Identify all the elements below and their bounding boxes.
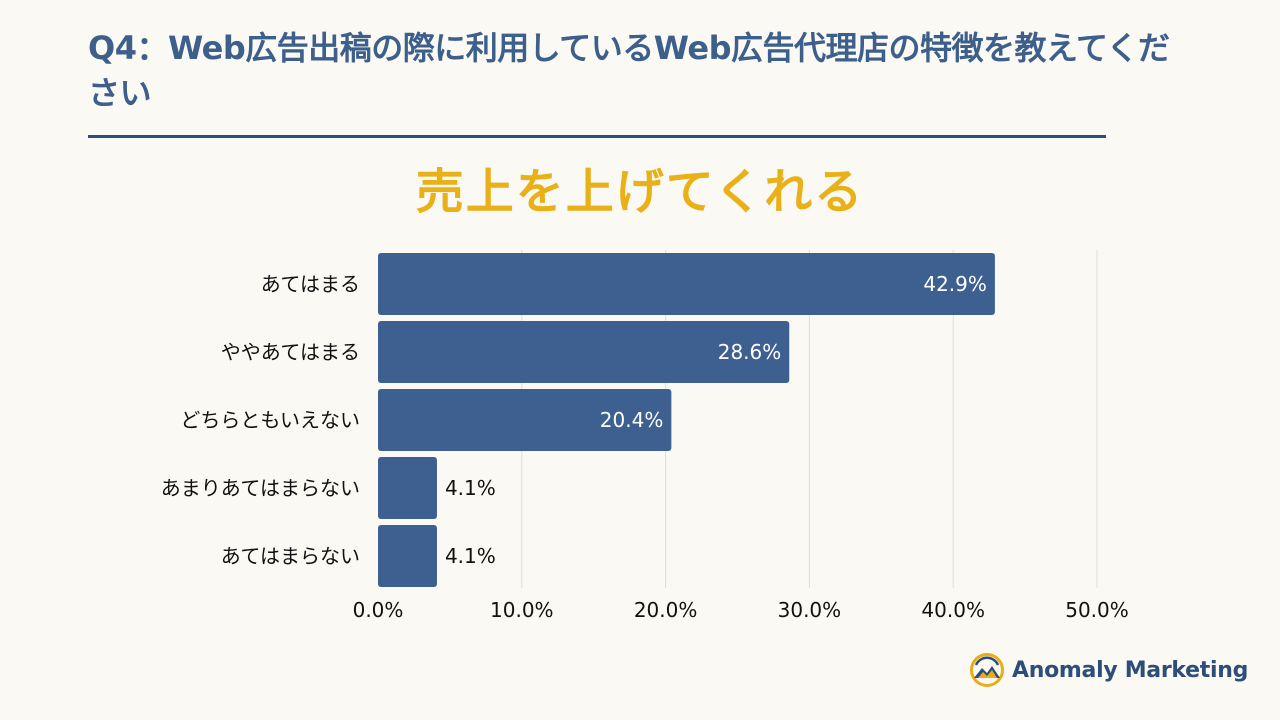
x-tick-label: 30.0% [778,598,842,622]
mountain-sun-logo-icon [970,653,1004,687]
x-tick-label: 0.0% [353,598,404,622]
data-label: 4.1% [445,476,496,500]
category-label: ややあてはまる [221,340,360,364]
data-label: 42.9% [923,272,987,296]
category-label: どちらともいえない [180,408,360,432]
bar [378,457,437,519]
data-label: 4.1% [445,544,496,568]
category-label: あまりあてはまらない [161,476,360,500]
value-labels: 42.9% 28.6% 20.4% 4.1% 4.1% [445,272,987,568]
bar [378,253,995,315]
x-axis-tick-labels: 0.0% 10.0% 20.0% 30.0% 40.0% 50.0% [353,598,1129,622]
brand-name: Anomaly Marketing [1012,657,1249,683]
page-title: Q4：Web広告出稿の際に利用しているWeb広告代理店の特徴を教えてください [88,29,1170,112]
x-tick-label: 50.0% [1065,598,1129,622]
bar [378,321,790,383]
bar [378,389,672,451]
bar [378,525,437,587]
data-label: 20.4% [600,408,664,432]
title-divider [88,135,1106,138]
category-label: あてはまる [261,272,360,296]
data-label: 28.6% [718,340,782,364]
x-tick-label: 40.0% [921,598,985,622]
bars [378,253,995,587]
chart-title: 売上を上げてくれる [415,164,865,220]
category-label: あてはまらない [221,544,360,568]
x-tick-label: 20.0% [634,598,698,622]
x-tick-label: 10.0% [490,598,554,622]
brand-block: Anomaly Marketing [970,652,1248,688]
